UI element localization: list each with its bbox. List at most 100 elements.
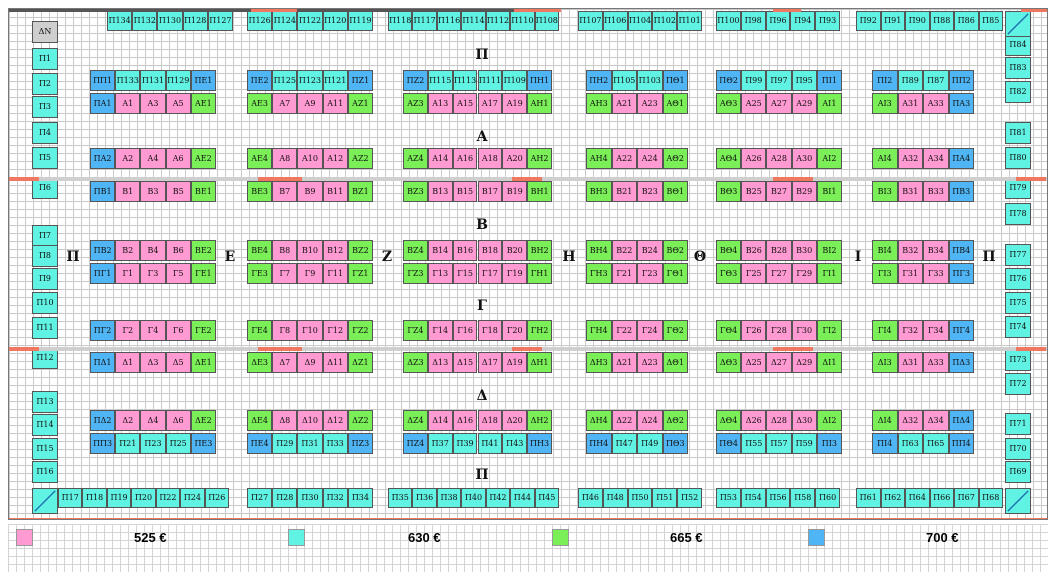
booth-left[interactable]: Π14	[32, 414, 58, 436]
booth[interactable]: ΠΖ4	[403, 433, 428, 454]
booth-right[interactable]: Π82	[1005, 81, 1031, 103]
booth-bottom[interactable]: Π51	[652, 488, 678, 508]
booth[interactable]: Δ2	[115, 410, 141, 431]
booth[interactable]: Δ21	[611, 352, 637, 373]
booth-right[interactable]: Π80	[1005, 147, 1031, 169]
booth-right[interactable]: Π71	[1005, 413, 1031, 435]
booth[interactable]: Γ20	[502, 320, 528, 341]
booth-bottom[interactable]: Π42	[485, 488, 511, 508]
booth-right[interactable]: Π83	[1005, 57, 1031, 79]
booth[interactable]: Γ18	[477, 320, 503, 341]
booth[interactable]: Β29	[791, 181, 817, 202]
booth-bottom[interactable]: Π32	[322, 488, 348, 508]
booth[interactable]: Π89	[897, 70, 923, 91]
booth-top[interactable]: Π128	[182, 11, 208, 31]
booth[interactable]: Π115	[427, 70, 453, 91]
booth-bottom[interactable]: Π58	[790, 488, 816, 508]
booth[interactable]: ΠΑ1	[90, 93, 116, 114]
booth[interactable]: Π113	[452, 70, 478, 91]
booth[interactable]: ΑΖ4	[403, 148, 428, 169]
booth[interactable]: Δ8	[272, 410, 298, 431]
booth-right[interactable]: Π81	[1005, 122, 1031, 144]
booth-bottom[interactable]: Π38	[436, 488, 462, 508]
booth[interactable]: Α20	[502, 148, 528, 169]
booth-top[interactable]: Π107	[578, 11, 603, 31]
booth[interactable]: ΒΙ1	[816, 181, 842, 202]
booth[interactable]: ΓΕ3	[247, 263, 273, 284]
booth[interactable]: Γ4	[140, 320, 166, 341]
booth[interactable]: ΔΕ4	[247, 410, 273, 431]
booth[interactable]: Β26	[741, 240, 767, 261]
booth[interactable]: Π109	[502, 70, 528, 91]
booth-top[interactable]: Π126	[247, 11, 273, 31]
booth[interactable]: Α32	[897, 148, 923, 169]
booth[interactable]: Π105	[611, 70, 637, 91]
booth[interactable]: Π23	[140, 433, 166, 454]
booth-bottom[interactable]: Π45	[534, 488, 559, 508]
booth[interactable]: Π95	[791, 70, 817, 91]
booth[interactable]: Π87	[923, 70, 949, 91]
booth[interactable]: Γ13	[427, 263, 453, 284]
booth[interactable]: ΑΗ2	[527, 148, 552, 169]
booth-top[interactable]: Π132	[132, 11, 158, 31]
booth[interactable]: ΑΙ1	[816, 93, 842, 114]
booth[interactable]: Β25	[741, 181, 767, 202]
booth[interactable]: Π129	[165, 70, 191, 91]
booth-left[interactable]: Π1	[32, 48, 58, 70]
booth[interactable]: ΠΗ1	[527, 70, 552, 91]
booth[interactable]: ΔΙ1	[816, 352, 842, 373]
booth[interactable]: ΑΙ3	[872, 93, 898, 114]
booth[interactable]: Γ15	[452, 263, 478, 284]
booth-left[interactable]: Π8	[32, 245, 58, 267]
booth[interactable]: Β13	[427, 181, 453, 202]
booth-top[interactable]: Π85	[978, 11, 1003, 31]
booth-bottom[interactable]: Π30	[297, 488, 323, 508]
booth[interactable]: Α25	[741, 93, 767, 114]
booth-right[interactable]: Π73	[1005, 349, 1031, 371]
booth[interactable]: Γ16	[452, 320, 478, 341]
booth[interactable]: Π55	[741, 433, 767, 454]
booth-top[interactable]: Π94	[790, 11, 816, 31]
booth[interactable]: Β11	[322, 181, 348, 202]
booth-right[interactable]: Π72	[1005, 373, 1031, 395]
booth-top[interactable]: Π92	[856, 11, 881, 31]
booth[interactable]: Γ7	[272, 263, 298, 284]
booth[interactable]: Α19	[502, 93, 528, 114]
booth-top[interactable]: Π116	[436, 11, 462, 31]
booth[interactable]: ΒΘ4	[716, 240, 742, 261]
booth-top[interactable]: Π124	[272, 11, 298, 31]
booth[interactable]: Β9	[297, 181, 323, 202]
booth[interactable]: ΒΖ4	[403, 240, 428, 261]
booth[interactable]: ΓΕ4	[247, 320, 273, 341]
booth[interactable]: Δ24	[637, 410, 663, 431]
booth[interactable]: ΒΗ2	[527, 240, 552, 261]
booth[interactable]: ΓΕ1	[190, 263, 216, 284]
booth[interactable]: Δ18	[477, 410, 503, 431]
booth-bottom[interactable]: Π35	[388, 488, 413, 508]
booth[interactable]: Α26	[741, 148, 767, 169]
booth-bottom[interactable]: Π62	[880, 488, 905, 508]
booth[interactable]: Δ14	[427, 410, 453, 431]
booth[interactable]: ΑΕ3	[247, 93, 273, 114]
booth[interactable]: Π103	[637, 70, 663, 91]
booth[interactable]: Γ31	[897, 263, 923, 284]
booth[interactable]: Π133	[115, 70, 141, 91]
booth[interactable]: Δ5	[165, 352, 191, 373]
booth[interactable]: ΠΑ3	[948, 93, 974, 114]
booth[interactable]: Γ24	[637, 320, 663, 341]
booth-bottom[interactable]: Π34	[347, 488, 373, 508]
booth[interactable]: Α4	[140, 148, 166, 169]
booth[interactable]: ΑΗ4	[586, 148, 612, 169]
booth[interactable]: Α30	[791, 148, 817, 169]
booth[interactable]: Π63	[897, 433, 923, 454]
booth[interactable]: Π49	[637, 433, 663, 454]
booth[interactable]: Α2	[115, 148, 141, 169]
booth-top[interactable]: Π119	[347, 11, 373, 31]
booth-bottom[interactable]: Π36	[412, 488, 437, 508]
booth[interactable]: ΠΠ3	[90, 433, 116, 454]
booth-bottom[interactable]: Π46	[578, 488, 603, 508]
booth-left[interactable]: Π16	[32, 461, 58, 483]
booth[interactable]: Α16	[452, 148, 478, 169]
booth-top[interactable]: Π112	[485, 11, 511, 31]
booth-bottom[interactable]: Π27	[247, 488, 273, 508]
